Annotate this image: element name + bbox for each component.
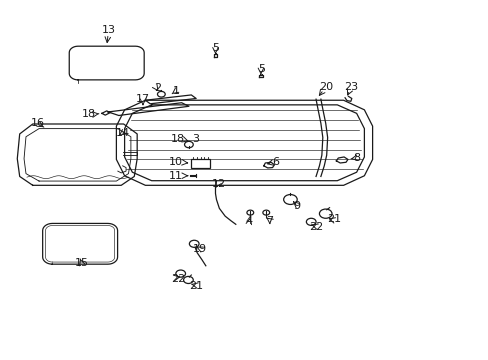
Text: 1: 1 <box>172 86 179 96</box>
Text: 14: 14 <box>115 127 129 138</box>
Text: 12: 12 <box>212 179 226 189</box>
Text: 3: 3 <box>192 134 199 144</box>
Text: 22: 22 <box>170 274 184 284</box>
Text: 18: 18 <box>81 109 96 119</box>
Text: 22: 22 <box>308 222 323 233</box>
Text: 15: 15 <box>75 258 88 268</box>
Text: 5: 5 <box>212 43 219 53</box>
Text: 16: 16 <box>31 118 44 128</box>
Text: 9: 9 <box>292 201 300 211</box>
Text: 18: 18 <box>170 134 184 144</box>
Text: 13: 13 <box>102 26 116 35</box>
Text: 21: 21 <box>326 214 341 224</box>
Text: 4: 4 <box>245 216 252 226</box>
Text: 20: 20 <box>319 82 333 92</box>
Text: 10: 10 <box>168 157 183 167</box>
Text: 21: 21 <box>189 281 203 291</box>
Text: 7: 7 <box>265 216 273 226</box>
Text: 23: 23 <box>343 82 357 92</box>
Text: 6: 6 <box>272 157 279 167</box>
Text: 11: 11 <box>168 171 183 181</box>
Text: 8: 8 <box>352 153 360 163</box>
Text: 19: 19 <box>193 244 206 254</box>
Text: 5: 5 <box>257 64 264 75</box>
Text: 17: 17 <box>136 94 150 104</box>
Text: 2: 2 <box>154 83 161 93</box>
